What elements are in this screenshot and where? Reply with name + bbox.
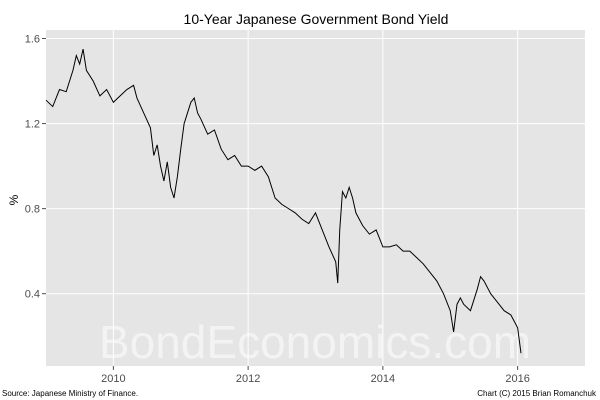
x-tick-label: 2010 [101,373,125,385]
y-axis-label: % [7,194,21,205]
y-tick-label: 0.8 [25,204,40,216]
x-tick-label: 2016 [505,373,529,385]
x-tick-label: 2014 [371,373,395,385]
source-note: Source: Japanese Ministry of Finance. [2,389,138,398]
watermark: BondEconomics.com [99,316,531,368]
chart-title: 10-Year Japanese Government Bond Yield [184,11,449,27]
y-tick-label: 1.6 [25,34,40,46]
x-tick-label: 2012 [236,373,260,385]
grid [46,30,585,366]
y-tick-label: 0.4 [25,289,40,301]
plot-background [46,30,585,366]
y-tick-label: 1.2 [25,119,40,131]
data-line [45,49,522,354]
credit-note: Chart (C) 2015 Brian Romanchuk [477,389,597,398]
marks [45,49,522,354]
